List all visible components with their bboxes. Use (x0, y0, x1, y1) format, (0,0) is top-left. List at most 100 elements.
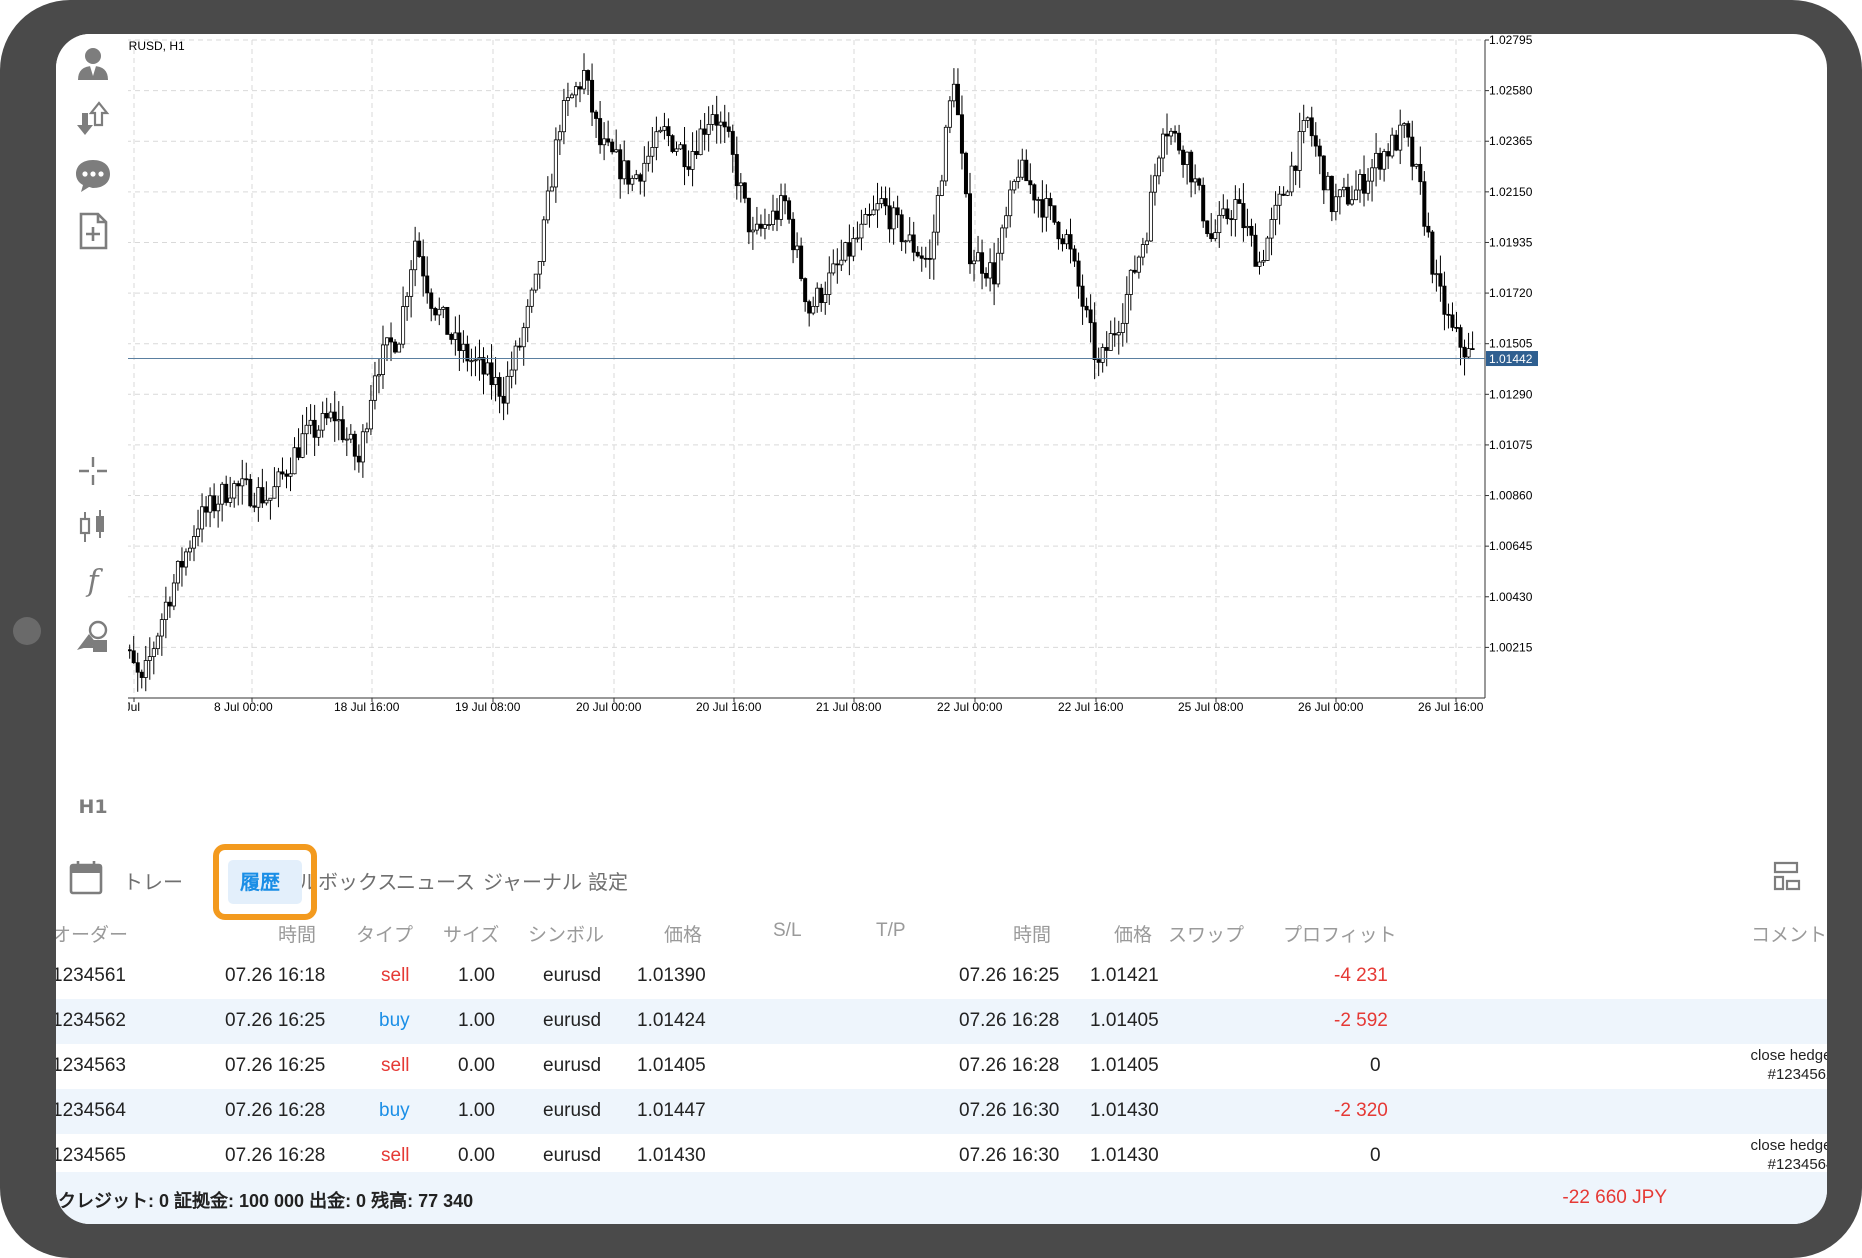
time-axis-label: 26 Jul 00:00 (1298, 700, 1364, 714)
candle-body (196, 528, 201, 537)
candle-body (1353, 189, 1358, 201)
calendar-icon[interactable] (63, 854, 109, 900)
candle-body (770, 210, 775, 225)
candle-body (867, 214, 872, 216)
trade-transfer-icon[interactable] (70, 96, 116, 142)
candle-body (155, 635, 160, 650)
candle-body (1177, 132, 1182, 151)
candle-body (167, 601, 172, 607)
tab-journal[interactable]: ジャーナル (483, 872, 582, 894)
candle-body (947, 100, 952, 128)
candle-body (626, 160, 631, 185)
candle-body (1048, 198, 1053, 207)
tab-settings[interactable]: 設定 (588, 872, 628, 894)
candle-body (1329, 175, 1334, 213)
indicator-function-icon[interactable]: f (70, 558, 116, 604)
candle-body (525, 305, 530, 329)
table-row[interactable]: 1234565 07.26 16:28 sell 0.00 eurusd 1.0… (56, 1134, 1827, 1179)
objects-icon[interactable] (70, 613, 116, 659)
candle-body (1056, 221, 1061, 240)
candle-body (1406, 123, 1411, 138)
candle-body (272, 486, 277, 499)
tab-trade[interactable]: トレー (123, 872, 183, 894)
split-view-icon[interactable] (1764, 852, 1810, 898)
candle-body (473, 359, 478, 362)
candle-body (855, 237, 860, 240)
table-row[interactable]: 1234564 07.26 16:28 buy 1.00 eurusd 1.01… (56, 1089, 1827, 1134)
candle-body (268, 497, 273, 501)
candle-body (1269, 219, 1274, 239)
timeframe-button[interactable]: H1 (78, 796, 108, 818)
price-axis-label: 1.01935 (1489, 235, 1533, 249)
svg-text:f: f (85, 564, 103, 599)
candle-body (718, 121, 723, 126)
tab-toolbox[interactable]: ールボックス (278, 872, 398, 894)
candle-body (300, 433, 305, 458)
new-order-icon[interactable] (70, 208, 116, 254)
candle-body (224, 483, 229, 503)
candle-body (280, 471, 285, 475)
candle-body (1008, 189, 1013, 217)
candle-body (557, 131, 562, 141)
candle-body (324, 412, 329, 419)
candle-body (976, 252, 981, 262)
account-icon[interactable] (70, 40, 116, 86)
price-axis-label: 1.01720 (1489, 286, 1533, 300)
candle-body (252, 505, 257, 508)
candle-body (1325, 175, 1330, 191)
candle-body (332, 411, 337, 422)
candle-body (1112, 333, 1117, 336)
candle-body (1189, 151, 1194, 183)
candle-body (1410, 136, 1415, 167)
candle-body (352, 433, 357, 457)
candle-body (662, 126, 667, 131)
app-screen: 1.02795 1.02580 1.02365 1.02150 1.01935 1.017… (56, 34, 1827, 1224)
candle-body (1032, 184, 1037, 201)
candle-body (179, 560, 184, 568)
header-profit: プロフィット (1283, 925, 1397, 946)
table-row[interactable]: 1234561 07.26 16:18 sell 1.00 eurusd 1.0… (56, 954, 1827, 999)
left-toolbar: f H1 (56, 34, 128, 842)
header-size: サイズ (443, 925, 500, 946)
candle-body (1160, 133, 1165, 159)
candle-body (509, 369, 514, 377)
chat-icon[interactable] (70, 152, 116, 198)
candle-body (1173, 130, 1178, 134)
candle-body (364, 428, 369, 433)
cell-profit: 0 (1370, 1055, 1381, 1076)
candle-body (389, 337, 394, 343)
tab-news[interactable]: ニュース (396, 872, 475, 894)
candle-body (795, 245, 800, 251)
table-row[interactable]: 1234563 07.26 16:25 sell 0.00 eurusd 1.0… (56, 1044, 1827, 1089)
candle-body (988, 262, 993, 279)
candle-body (859, 223, 864, 239)
candle-body (646, 155, 651, 164)
candle-body (967, 193, 972, 265)
cell-size: 0.00 (458, 1145, 495, 1166)
candle-body (839, 259, 844, 266)
time-axis-label: 22 Jul 00:00 (937, 700, 1003, 714)
header-comment: コメント (1751, 925, 1827, 946)
price-axis-label: 1.00215 (1489, 640, 1533, 654)
price-chart[interactable]: 1.02795 1.02580 1.02365 1.02150 1.01935 1.017… (56, 34, 1827, 842)
cell-symbol: eurusd (543, 965, 602, 986)
cell-type: sell (381, 1055, 410, 1076)
candle-body (750, 229, 755, 233)
crosshair-icon[interactable] (70, 448, 116, 494)
candle-body (1064, 234, 1069, 245)
candle-body (666, 126, 671, 137)
candlestick-type-icon[interactable] (70, 503, 116, 549)
candle-body (1124, 294, 1129, 324)
candle-body (175, 560, 180, 584)
candle-body (409, 269, 414, 297)
candle-body (573, 86, 578, 96)
candle-body (594, 111, 599, 119)
table-row[interactable]: 1234562 07.26 16:25 buy 1.00 eurusd 1.01… (56, 999, 1827, 1044)
candle-body (618, 149, 623, 180)
cell-symbol: eurusd (543, 1100, 602, 1121)
tab-history[interactable]: 履歴 (240, 872, 280, 894)
candle-body (1273, 204, 1278, 220)
cell-type: buy (379, 1010, 410, 1031)
candle-body (980, 252, 985, 274)
candle-body (895, 207, 900, 216)
